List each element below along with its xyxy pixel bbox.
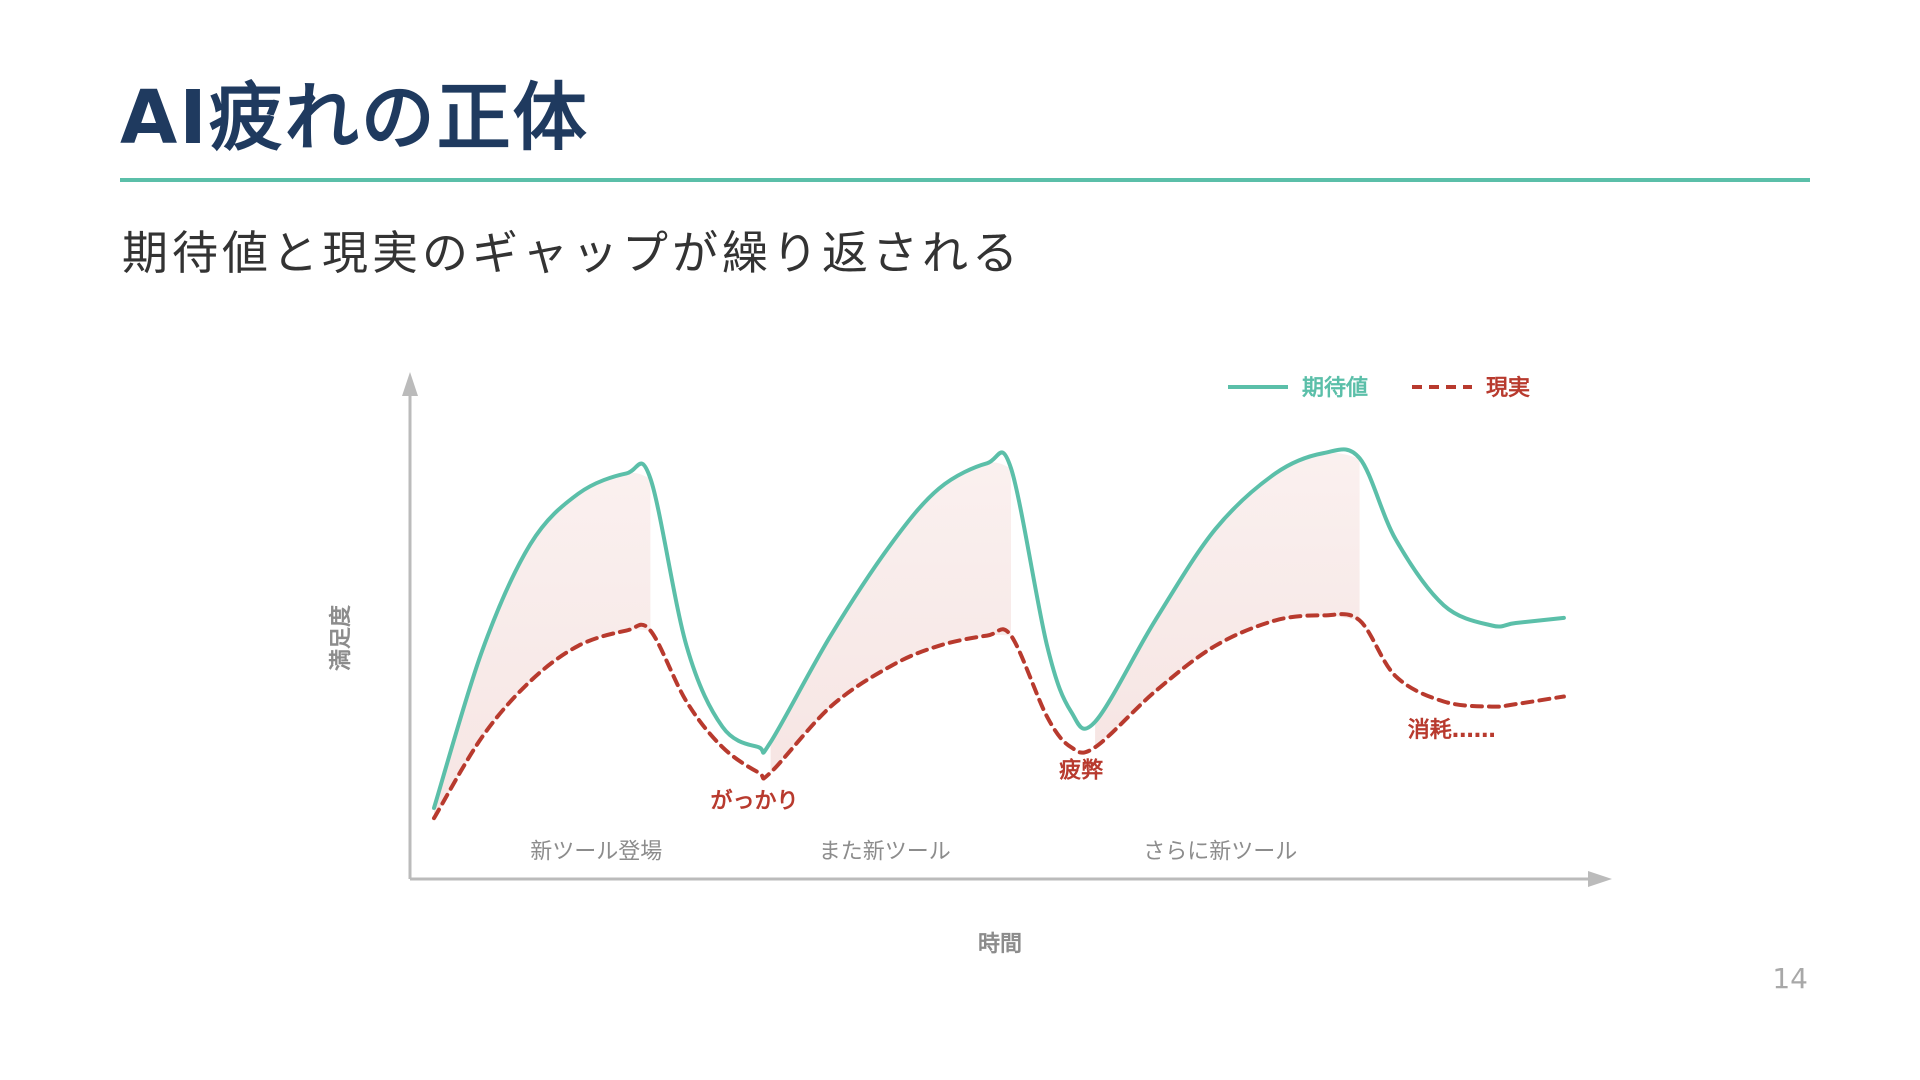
annotation-2: 疲弊 [1059,758,1104,784]
annotation-3: 消耗…… [1408,717,1496,743]
slide-subtitle: 期待値と現実のギャップが繰り返される [122,226,1022,280]
legend-label-reality: 現実 [1486,375,1530,401]
y-axis-label: 満足度 [328,604,354,671]
gap-fill-layer [434,452,1360,819]
x-axis-label: 時間 [978,932,1022,957]
legend-label-expectation: 期待値 [1302,375,1368,401]
series-layer [432,447,1566,821]
gap-area-3 [1095,452,1360,748]
title-divider [120,178,1810,182]
y-axis-arrow-icon [402,372,418,396]
slide-title: AI疲れの正体 [120,75,589,161]
annotation-6: さらに新ツール [1143,840,1297,865]
legend: 期待値 現実 [1228,375,1530,401]
page-number: 14 [1772,962,1808,995]
gap-area-2 [770,462,1011,773]
series-line-reality [432,612,1566,821]
annotation-1: がっかり [711,788,799,814]
annotation-5: また新ツール [819,840,951,865]
gap-area-1 [434,472,651,819]
annotation-4: 新ツール登場 [530,840,662,865]
x-axis-arrow-icon [1588,871,1612,887]
series-line-expectation [432,447,1566,810]
annotation-layer: がっかり 疲弊 消耗…… 新ツール登場 また新ツール さらに新ツール [530,717,1496,865]
